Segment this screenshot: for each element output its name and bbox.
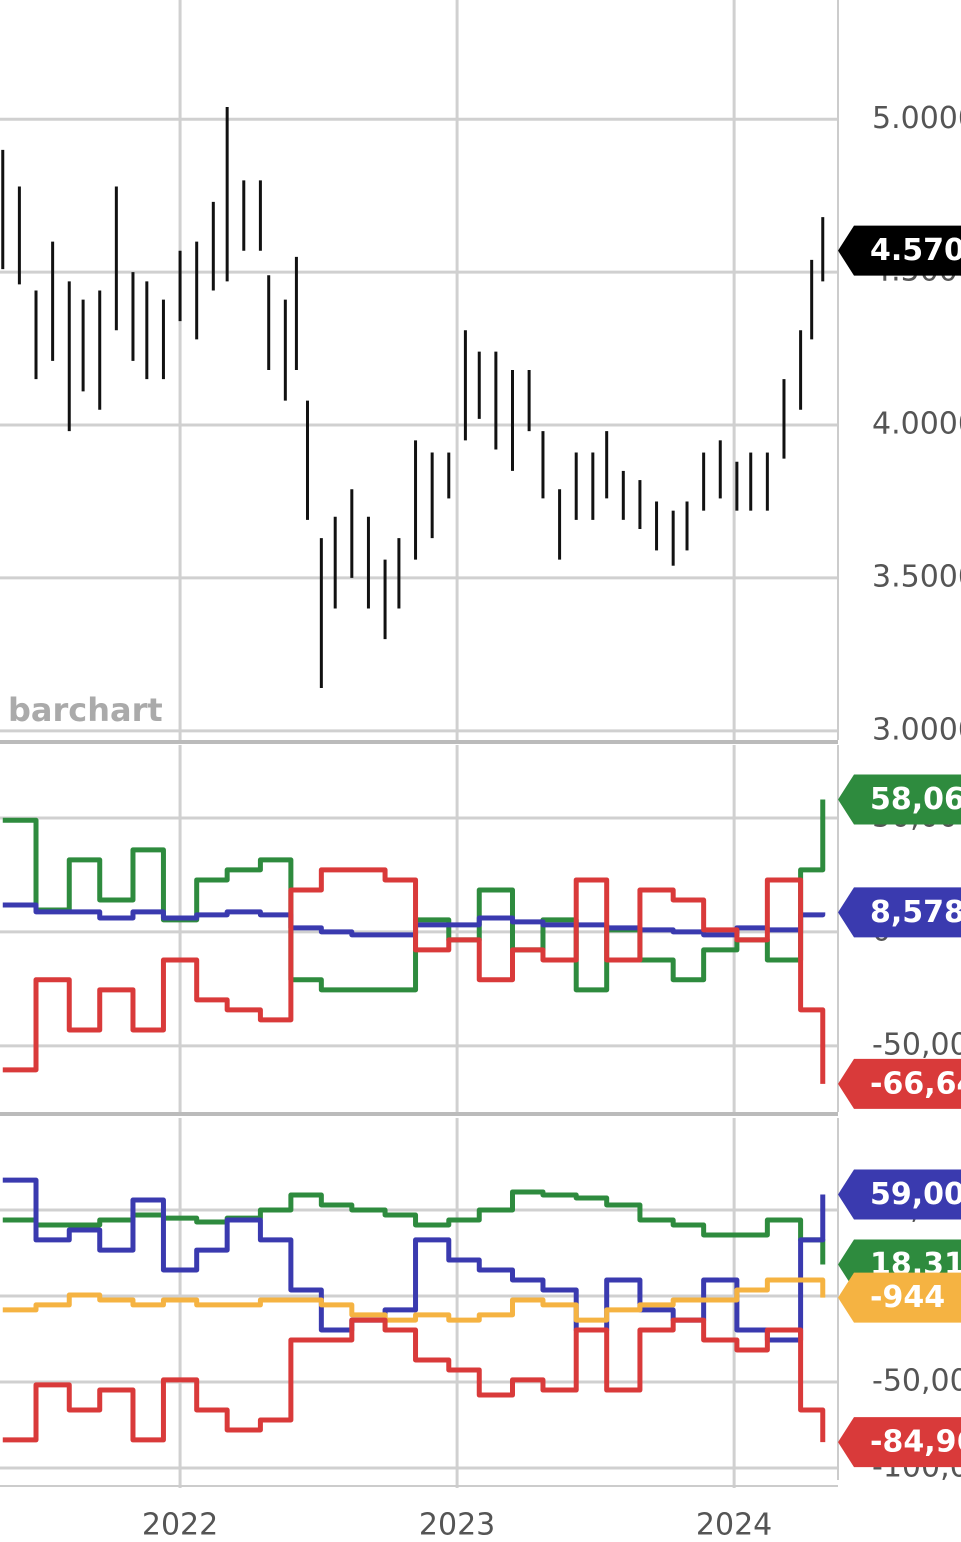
watermark: barchart [8,691,163,729]
series-line [2,867,826,1084]
marks [1,107,826,1443]
y-tick-label: 3.0000 [872,712,961,747]
price-badge [838,1417,961,1468]
price-badge [838,1058,961,1109]
badge-label: 59,008 [870,1177,961,1212]
badges: 4.570558,0648,578-66,64018,31859,008-944… [838,225,961,1468]
series-line [2,1277,826,1323]
badge-label: -944 [870,1280,945,1315]
x-tick-label: 2023 [419,1508,495,1542]
price-badge [838,774,961,825]
x-tick-label: 2024 [696,1508,772,1542]
y-tick-label: 5.0000 [872,101,961,136]
series-line [2,799,826,993]
y-tick-label: -50,000 [872,1027,961,1062]
badge-label: -84,960 [870,1425,961,1460]
price-badge [838,1169,961,1220]
badge-label: 8,578 [870,895,961,930]
y-tick-label: 4.0000 [872,407,961,442]
badge-label: -66,640 [870,1066,961,1101]
y-tick-label: 3.5000 [872,559,961,594]
series-line [2,1317,826,1443]
price-badge [838,225,961,276]
x-tick-label: 2022 [142,1508,218,1542]
badge-label: 58,064 [870,782,961,817]
series-line [2,1177,826,1343]
price-badge [838,887,961,938]
price-badge [838,1272,961,1323]
y-tick-label: -50,000 [872,1363,961,1398]
